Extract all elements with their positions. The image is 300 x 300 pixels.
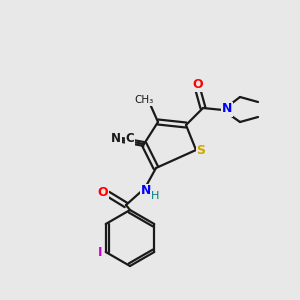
- Text: C: C: [126, 133, 134, 146]
- Text: S: S: [196, 143, 206, 157]
- Text: N: N: [141, 184, 151, 197]
- Text: O: O: [193, 77, 203, 91]
- Text: I: I: [98, 247, 102, 260]
- Text: CH₃: CH₃: [134, 95, 154, 105]
- Text: O: O: [98, 185, 108, 199]
- Text: N: N: [222, 103, 232, 116]
- Text: H: H: [151, 191, 159, 201]
- Text: N: N: [111, 133, 121, 146]
